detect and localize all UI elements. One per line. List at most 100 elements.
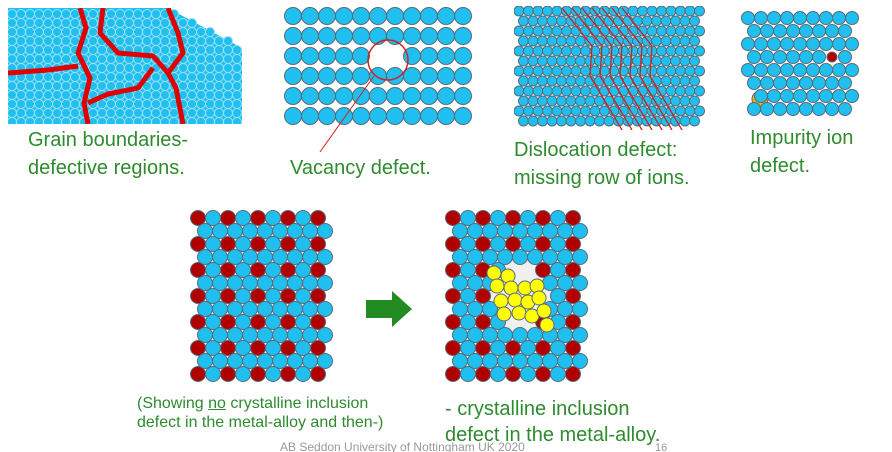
- ion: [551, 85, 563, 97]
- page-number: 16: [655, 442, 668, 452]
- ion: [556, 95, 567, 107]
- ion: [335, 7, 353, 25]
- ion: [542, 105, 553, 117]
- ion: [88, 27, 98, 37]
- ion: [741, 63, 755, 77]
- ion: [454, 107, 472, 125]
- ion: [386, 7, 404, 25]
- ion: [301, 27, 319, 45]
- ion: [187, 72, 197, 82]
- ion: [196, 45, 206, 55]
- ion: [420, 47, 438, 65]
- ion: [694, 105, 705, 117]
- ion: [317, 353, 333, 369]
- ion: [16, 27, 26, 37]
- caption-text: (Showing: [137, 395, 209, 412]
- ion: [637, 6, 648, 17]
- ion: [124, 9, 134, 19]
- ion: [8, 90, 17, 100]
- inclusion-ion: [536, 303, 552, 319]
- dopant-ion: [475, 366, 491, 382]
- dopant-ion: [565, 262, 581, 278]
- ion: [546, 95, 558, 107]
- ion: [437, 47, 455, 65]
- ion: [575, 15, 586, 27]
- ion: [106, 72, 116, 82]
- ion: [335, 47, 353, 65]
- ion: [317, 327, 333, 343]
- ion: [34, 9, 44, 19]
- ion: [556, 115, 567, 127]
- dopant-ion: [445, 366, 461, 382]
- ion: [8, 108, 17, 118]
- ion: [660, 35, 672, 47]
- ion: [786, 102, 800, 116]
- ion: [284, 7, 302, 25]
- ion: [613, 55, 624, 67]
- ion: [43, 108, 53, 118]
- ion: [61, 108, 71, 118]
- ion: [845, 89, 859, 103]
- ion: [187, 99, 197, 109]
- ion: [572, 327, 588, 343]
- ion: [16, 18, 26, 28]
- ion: [747, 24, 761, 38]
- caption-line: Dislocation defect:: [514, 139, 678, 161]
- impurity-defect-diagram: [741, 11, 859, 116]
- ion: [196, 117, 206, 124]
- ion: [169, 117, 179, 124]
- ion: [61, 9, 71, 19]
- ion: [437, 67, 455, 85]
- ion: [561, 65, 572, 77]
- ion: [34, 90, 44, 100]
- ion: [780, 37, 794, 51]
- ion: [773, 102, 787, 116]
- ion: [806, 37, 820, 51]
- ion: [786, 50, 800, 64]
- ion: [43, 99, 53, 109]
- ion: [124, 108, 134, 118]
- ion: [420, 107, 438, 125]
- ion: [16, 9, 26, 19]
- ion: [70, 36, 80, 46]
- ion: [670, 15, 681, 27]
- ion: [318, 67, 336, 85]
- ion: [106, 99, 116, 109]
- ion: [205, 366, 221, 382]
- dislocation-line: [611, 7, 673, 130]
- ion: [575, 35, 586, 47]
- ion: [420, 7, 438, 25]
- ion: [124, 18, 134, 28]
- ion: [52, 9, 62, 19]
- vacancy-defect-diagram: [284, 7, 472, 153]
- ion: [235, 366, 251, 382]
- ion: [25, 108, 35, 118]
- ion: [561, 105, 572, 117]
- dopant-ion: [310, 288, 326, 304]
- ion: [88, 45, 98, 55]
- ion: [223, 117, 233, 124]
- ion: [806, 11, 820, 25]
- ion: [838, 102, 852, 116]
- ion: [187, 27, 197, 37]
- ion: [43, 36, 53, 46]
- ion: [301, 47, 319, 65]
- ion: [160, 90, 170, 100]
- ion: [386, 87, 404, 105]
- ion: [335, 27, 353, 45]
- dopant-ion: [310, 262, 326, 278]
- ion: [527, 55, 539, 67]
- ion: [656, 65, 667, 77]
- ion: [570, 65, 582, 77]
- ion: [537, 35, 548, 47]
- ion: [767, 37, 781, 51]
- ion: [799, 76, 813, 90]
- ion: [542, 45, 553, 57]
- ion: [124, 27, 134, 37]
- ion: [773, 24, 787, 38]
- caption-line: missing row of ions.: [514, 167, 690, 189]
- ion: [754, 11, 768, 25]
- grain-boundary-line: [75, 8, 93, 124]
- ion: [523, 65, 534, 77]
- ion: [684, 25, 696, 37]
